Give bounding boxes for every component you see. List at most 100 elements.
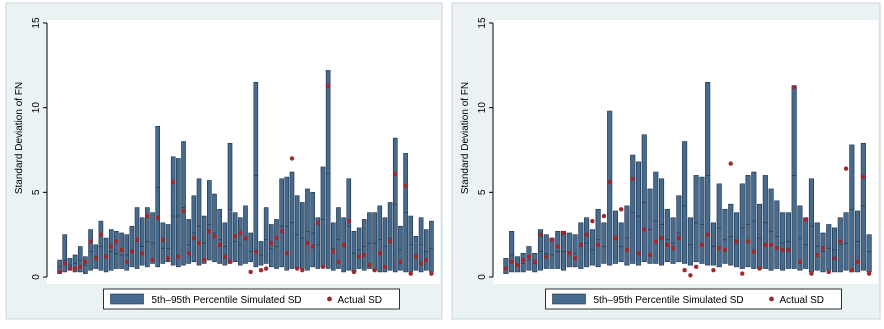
actual-sd-point bbox=[763, 242, 768, 248]
actual-sd-point bbox=[515, 262, 520, 268]
actual-sd-point bbox=[83, 259, 88, 264]
percentile-bar bbox=[377, 205, 383, 273]
percentile-bar bbox=[150, 212, 155, 264]
actual-sd-point bbox=[555, 244, 560, 249]
actual-sd-point bbox=[103, 254, 109, 259]
actual-sd-point bbox=[170, 179, 176, 185]
actual-sd-point bbox=[745, 239, 751, 244]
percentile-bar bbox=[248, 232, 253, 263]
percentile-bar bbox=[584, 217, 590, 268]
percentile-bar bbox=[330, 222, 336, 271]
y-tick-label: 10 bbox=[31, 102, 42, 114]
actual-sd-point bbox=[693, 264, 699, 270]
actual-sd-point bbox=[815, 252, 820, 258]
legend-box bbox=[545, 288, 842, 310]
percentile-bar bbox=[372, 212, 377, 271]
actual-sd-point bbox=[728, 161, 733, 166]
actual-sd-point bbox=[346, 218, 351, 224]
actual-sd-point bbox=[791, 85, 797, 90]
percentile-bar bbox=[762, 175, 768, 269]
actual-sd-point bbox=[341, 242, 346, 248]
percentile-bar bbox=[843, 212, 849, 271]
percentile-bar bbox=[566, 232, 572, 268]
actual-sd-point bbox=[305, 240, 310, 246]
actual-sd-point bbox=[567, 251, 572, 256]
actual-sd-point bbox=[351, 269, 357, 275]
percentile-bar bbox=[325, 70, 331, 269]
percentile-bar bbox=[222, 222, 228, 266]
actual-sd-point bbox=[207, 229, 212, 234]
actual-sd-point bbox=[119, 247, 124, 253]
actual-sd-point bbox=[109, 244, 114, 249]
percentile-bar bbox=[336, 207, 341, 269]
actual-sd-point bbox=[532, 259, 537, 264]
percentile-bar bbox=[201, 215, 207, 264]
actual-sd-point bbox=[362, 252, 367, 258]
percentile-bar bbox=[88, 229, 93, 271]
actual-sd-point bbox=[774, 246, 780, 251]
percentile-bar bbox=[803, 217, 809, 269]
actual-sd-point bbox=[757, 266, 762, 271]
actual-sd-point bbox=[315, 220, 321, 226]
percentile-bar bbox=[155, 125, 161, 268]
actual-sd-point bbox=[57, 269, 62, 275]
actual-sd-point bbox=[843, 166, 849, 171]
actual-sd-point bbox=[826, 269, 831, 275]
percentile-bar bbox=[315, 217, 321, 269]
actual-sd-point bbox=[809, 271, 814, 276]
legend-label-actual: Actual SD bbox=[780, 295, 824, 306]
percentile-bar bbox=[114, 230, 119, 269]
actual-sd-point bbox=[382, 264, 388, 270]
y-tick-label: 15 bbox=[31, 17, 42, 29]
actual-sd-point bbox=[572, 256, 578, 261]
y-axis-title: Standard Deviation of FN bbox=[460, 82, 471, 194]
actual-sd-point bbox=[356, 254, 362, 259]
percentile-bar bbox=[429, 220, 434, 273]
actual-sd-point bbox=[294, 266, 300, 271]
actual-sd-point bbox=[711, 268, 716, 273]
percentile-bar bbox=[423, 229, 429, 271]
actual-sd-point bbox=[150, 257, 155, 263]
actual-sd-point bbox=[78, 264, 83, 270]
actual-sd-point bbox=[642, 227, 647, 232]
percentile-bar bbox=[722, 208, 728, 264]
actual-sd-point bbox=[72, 266, 78, 271]
actual-sd-point bbox=[526, 254, 532, 259]
percentile-bar bbox=[212, 193, 217, 263]
percentile-bar bbox=[659, 178, 665, 266]
actual-sd-point bbox=[429, 271, 434, 276]
percentile-bar bbox=[820, 232, 826, 273]
percentile-bar bbox=[739, 183, 745, 269]
percentile-bar bbox=[791, 85, 797, 269]
actual-sd-point bbox=[387, 239, 393, 244]
percentile-bar bbox=[108, 229, 114, 271]
percentile-bar bbox=[305, 188, 310, 271]
percentile-bar bbox=[682, 141, 688, 264]
percentile-bar bbox=[503, 258, 509, 274]
actual-sd-point bbox=[861, 174, 866, 180]
percentile-bar bbox=[361, 219, 367, 271]
legend-box bbox=[103, 288, 400, 310]
y-tick-label: 15 bbox=[477, 17, 488, 29]
actual-sd-point bbox=[838, 239, 843, 244]
actual-sd-point bbox=[538, 232, 543, 237]
percentile-bar bbox=[849, 144, 855, 273]
actual-sd-point bbox=[855, 259, 860, 264]
actual-sd-point bbox=[659, 235, 664, 241]
actual-sd-point bbox=[222, 254, 228, 259]
actual-sd-point bbox=[98, 232, 104, 237]
percentile-bar bbox=[253, 81, 259, 268]
y-tick-label: 10 bbox=[477, 102, 488, 114]
actual-sd-point bbox=[717, 246, 722, 251]
actual-sd-point bbox=[398, 259, 403, 264]
actual-sd-point bbox=[325, 83, 331, 88]
percentile-bar bbox=[191, 195, 197, 263]
actual-sd-point bbox=[165, 256, 171, 261]
percentile-bar bbox=[808, 178, 815, 273]
actual-sd-point bbox=[114, 239, 119, 244]
actual-sd-point bbox=[803, 217, 808, 222]
percentile-bar bbox=[774, 200, 780, 269]
percentile-bar bbox=[165, 224, 171, 263]
actual-sd-point bbox=[227, 259, 233, 264]
percentile-bar bbox=[595, 208, 601, 268]
